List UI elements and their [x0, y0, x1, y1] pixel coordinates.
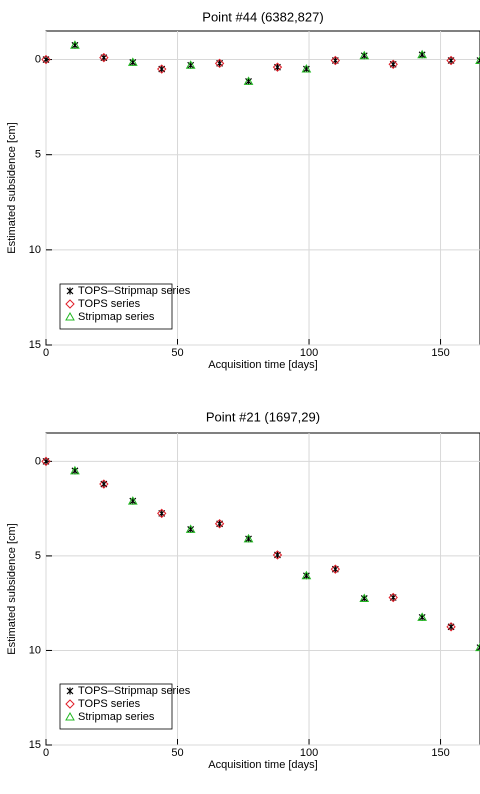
x-tick-label: 50 — [171, 347, 183, 359]
y-tick-label: 0 — [35, 53, 41, 65]
point — [359, 593, 370, 602]
y-tick-label: 15 — [29, 339, 41, 351]
point — [127, 496, 138, 505]
point — [272, 62, 283, 72]
point — [99, 479, 109, 489]
point — [71, 467, 79, 475]
chart: Point #44 (6382,827) 0 50 100 150 0 5 10 15 Acqui… — [6, 9, 480, 371]
point — [41, 456, 51, 467]
y-axis-label: Estimated subsidence [cm] — [6, 523, 18, 654]
point — [71, 41, 79, 49]
chart-title: Point #44 (6382,827) — [202, 9, 323, 24]
point — [418, 613, 426, 621]
point — [360, 52, 368, 60]
chart: Point #21 (1697,29) 0 50 100 150 0 5 10 15 Acquis… — [6, 409, 480, 771]
point — [360, 594, 368, 602]
point — [302, 65, 310, 73]
x-axis-label: Acquisition time [days] — [208, 359, 317, 371]
y-tick-label: 10 — [29, 244, 41, 256]
legend-label: TOPS series — [78, 298, 141, 310]
point — [272, 550, 283, 560]
point — [129, 58, 137, 66]
x-tick-label: 100 — [300, 347, 318, 359]
x-tick-label: 0 — [43, 347, 49, 359]
legend-marker — [65, 711, 75, 721]
point — [301, 570, 312, 580]
point — [388, 592, 398, 603]
point — [214, 519, 225, 529]
legend-box — [59, 683, 173, 730]
point — [70, 40, 80, 49]
point — [446, 622, 456, 632]
legend-marker — [65, 699, 75, 709]
legend-marker — [66, 687, 74, 695]
legend-label: TOPS series — [78, 698, 141, 710]
point — [70, 465, 80, 475]
point — [417, 49, 427, 59]
point — [127, 57, 138, 66]
point — [417, 612, 427, 621]
point — [187, 525, 195, 533]
point — [330, 55, 341, 66]
chart-title: Point #21 (1697,29) — [206, 409, 320, 424]
y-tick-label: 5 — [35, 550, 41, 562]
point — [99, 52, 109, 63]
y-tick-label: 15 — [29, 739, 41, 751]
point — [302, 572, 310, 580]
y-tick-label: 5 — [35, 149, 41, 161]
point — [245, 77, 252, 85]
x-tick-label: 0 — [43, 747, 49, 759]
legend-label: TOPS–Stripmap series — [78, 685, 191, 697]
point — [129, 497, 137, 505]
x-axis-label: Acquisition time [days] — [208, 759, 317, 771]
point — [245, 535, 252, 543]
point — [301, 64, 312, 73]
point — [185, 524, 196, 533]
point — [243, 76, 254, 85]
point — [185, 60, 196, 69]
y-axis-label: Estimated subsidence [cm] — [6, 122, 18, 253]
legend-label: TOPS–Stripmap series — [78, 285, 191, 297]
point — [214, 58, 225, 69]
point — [157, 508, 167, 519]
point — [187, 61, 195, 69]
point — [359, 50, 370, 60]
legend-label: Stripmap series — [78, 311, 155, 323]
legend-marker — [66, 287, 74, 295]
point — [475, 642, 480, 652]
point — [476, 644, 480, 652]
point — [475, 55, 480, 64]
point — [157, 64, 167, 74]
y-tick-label: 10 — [29, 644, 41, 656]
x-tick-label: 100 — [300, 747, 318, 759]
point — [41, 54, 51, 65]
x-tick-label: 50 — [171, 747, 183, 759]
point — [330, 564, 341, 574]
x-tick-label: 150 — [431, 747, 449, 759]
legend-marker — [65, 299, 75, 309]
legend-label: Stripmap series — [78, 711, 155, 723]
point — [418, 51, 426, 59]
x-tick-label: 150 — [431, 347, 449, 359]
point — [446, 55, 456, 66]
point — [388, 59, 398, 70]
point — [243, 533, 254, 543]
legend-marker — [65, 311, 75, 321]
y-tick-label: 0 — [35, 455, 41, 467]
legend-box — [59, 283, 173, 330]
point — [476, 56, 480, 64]
